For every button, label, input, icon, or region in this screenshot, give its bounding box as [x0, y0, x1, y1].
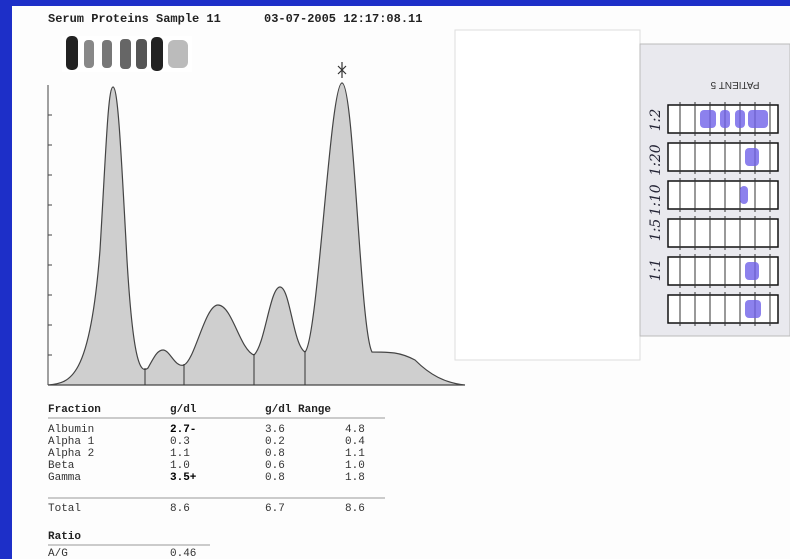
- title: Serum Proteins Sample 11: [48, 12, 221, 26]
- cell: 1.1: [170, 448, 190, 460]
- band: [740, 186, 748, 204]
- total-cell: 8.6: [345, 503, 365, 515]
- cell: 1.8: [345, 472, 365, 484]
- column-header: g/dl: [170, 404, 197, 416]
- band: [745, 300, 761, 318]
- cell: Albumin: [48, 424, 94, 436]
- cell: Alpha 1: [48, 436, 95, 448]
- strip-card: PATIENT 5: [639, 43, 790, 337]
- band: [700, 110, 716, 128]
- lane: [667, 294, 779, 324]
- cell: 3.5+: [170, 472, 197, 484]
- lane: [667, 218, 779, 248]
- lane: [667, 180, 779, 210]
- cell: 0.8: [265, 472, 285, 484]
- dilution-label: 1:20: [648, 144, 664, 176]
- band: [745, 148, 759, 166]
- cell: 3.6: [265, 424, 285, 436]
- cell: 0.8: [265, 448, 285, 460]
- dilution-label: 1:2: [648, 109, 664, 132]
- band: [748, 110, 768, 128]
- gel-bands: [62, 36, 192, 72]
- total-cell: 6.7: [265, 503, 285, 515]
- band: [720, 110, 730, 128]
- cell: 1.0: [345, 460, 365, 472]
- cell: Beta: [48, 460, 75, 472]
- timestamp: 03-07-2005 12:17:08.11: [264, 12, 422, 26]
- strip-label: PATIENT 5: [710, 79, 759, 90]
- blank-card: [454, 29, 641, 361]
- ratio-title: Ratio: [48, 531, 81, 543]
- cell: 1.0: [170, 460, 190, 472]
- dilution-label: 1:10: [648, 184, 664, 216]
- cell: 4.8: [345, 424, 365, 436]
- band: [735, 110, 745, 128]
- ratio-cell: 0.46: [170, 548, 196, 559]
- lane: [667, 142, 779, 172]
- band: [745, 262, 759, 280]
- cell: 0.6: [265, 460, 285, 472]
- dilution-label: 1:5: [648, 219, 664, 242]
- cell: 0.2: [265, 436, 285, 448]
- total-cell: 8.6: [170, 503, 190, 515]
- cell: Alpha 2: [48, 448, 94, 460]
- total-cell: Total: [48, 503, 81, 515]
- ratio-cell: A/G: [48, 548, 68, 559]
- cell: 2.7-: [170, 424, 196, 436]
- cell: 0.4: [345, 436, 365, 448]
- column-header: Fraction: [48, 404, 101, 416]
- cell: 0.3: [170, 436, 190, 448]
- cell: 1.1: [345, 448, 365, 460]
- dilution-label: 1:1: [648, 259, 664, 282]
- column-header: g/dl Range: [265, 404, 331, 416]
- trace: [47, 62, 466, 386]
- lane: [667, 256, 779, 286]
- cell: Gamma: [48, 472, 81, 484]
